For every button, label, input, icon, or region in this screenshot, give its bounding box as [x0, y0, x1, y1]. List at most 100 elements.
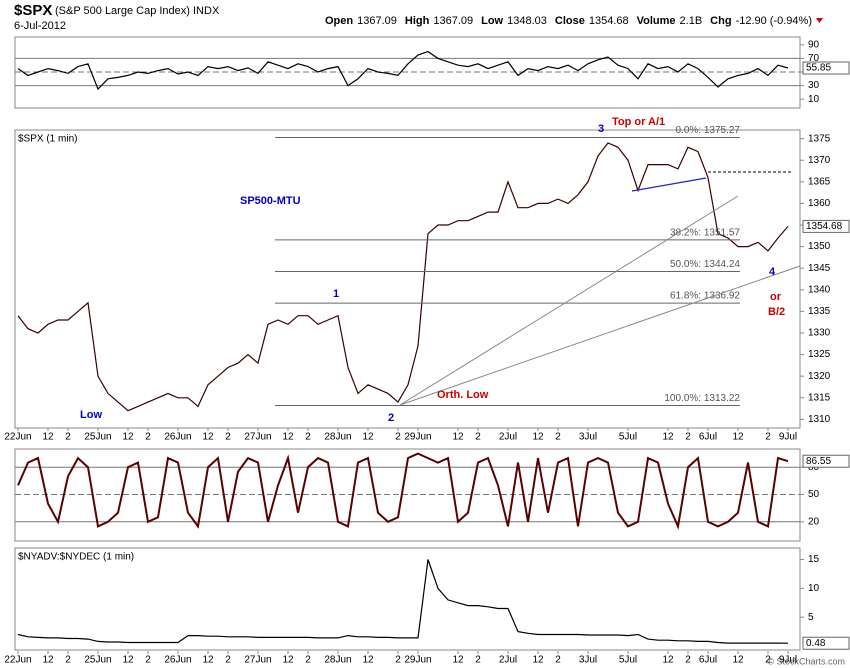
- y-tick-label: 90: [808, 39, 820, 50]
- x-tick-label: 9Jul: [779, 655, 797, 666]
- quote-label: Volume: [637, 15, 676, 27]
- y-tick-label: 20: [808, 516, 820, 527]
- x-tick-label: 12: [122, 432, 134, 443]
- quote-label: Open: [325, 15, 353, 27]
- x-tick-label: 2: [145, 432, 151, 443]
- x-tick-label: 3Jul: [579, 655, 597, 666]
- fan-line: [399, 195, 739, 406]
- x-tick-label: 12: [452, 432, 464, 443]
- last-value-label: 55.85: [806, 63, 831, 74]
- x-tick-label: 2: [685, 432, 691, 443]
- quote-value: 1348.03: [507, 15, 547, 27]
- y-tick-label: 15: [808, 554, 820, 565]
- x-tick-label: 27Jun: [244, 655, 271, 666]
- x-tick-label: 12: [42, 655, 54, 666]
- panel-frame: [14, 547, 801, 651]
- x-tick-label: 12: [732, 432, 744, 443]
- x-tick-label: 29Jun: [404, 432, 431, 443]
- y-tick-label: 1375: [808, 133, 831, 144]
- x-tick-label: 2Jul: [499, 655, 517, 666]
- fib-label: 38.2%: 1351.57: [670, 227, 740, 238]
- last-value-box: [802, 219, 850, 233]
- panel-frame: [14, 129, 801, 429]
- fib-label: 0.0%: 1375.27: [676, 125, 741, 136]
- fib-label: 100.0%: 1313.22: [664, 393, 740, 404]
- y-tick-label: 30: [808, 80, 820, 91]
- panel-title: $SPX (1 min): [18, 134, 77, 145]
- x-tick-label: 12: [202, 655, 214, 666]
- x-tick-label: 12: [532, 655, 544, 666]
- quote-value: 1367.09: [357, 15, 397, 27]
- x-tick-label: 29Jun: [404, 655, 431, 666]
- x-tick-label: 12: [202, 432, 214, 443]
- x-tick-label: 12: [282, 655, 294, 666]
- trend-line: [631, 177, 707, 192]
- x-tick-label: 2: [555, 432, 561, 443]
- x-tick-label: 12: [662, 655, 674, 666]
- x-tick-label: 2: [475, 432, 481, 443]
- x-tick-label: 5Jul: [619, 432, 637, 443]
- x-tick-label: 2: [225, 655, 231, 666]
- y-tick-label: 5: [808, 612, 814, 623]
- x-tick-label: 2: [65, 655, 71, 666]
- x-tick-label: 25Jun: [84, 432, 111, 443]
- x-tick-label: 12: [122, 655, 134, 666]
- annotation: Low: [80, 409, 102, 421]
- quote-value: 1354.68: [589, 15, 629, 27]
- quote-value: -12.90 (-0.94%): [736, 15, 812, 27]
- series-line: [17, 50, 789, 91]
- annotation: 4: [769, 266, 776, 278]
- y-tick-label: 10: [808, 583, 820, 594]
- last-value-box: [802, 61, 850, 75]
- x-tick-label: 12: [452, 655, 464, 666]
- x-tick-label: 2Jul: [499, 432, 517, 443]
- x-tick-label: 28Jun: [324, 655, 351, 666]
- watermark: © StockCharts.com: [767, 656, 845, 666]
- y-tick-label: 50: [808, 489, 820, 500]
- y-tick-label: 1310: [808, 414, 831, 425]
- x-tick-label: 2: [475, 655, 481, 666]
- y-tick-label: 1325: [808, 349, 831, 360]
- x-tick-label: 2: [685, 655, 691, 666]
- quote-label: Chg: [710, 15, 731, 27]
- last-value-label: 1354.68: [806, 221, 843, 232]
- annotation: 3: [598, 123, 604, 135]
- x-tick-label: 26Jun: [164, 432, 191, 443]
- fib-label: 61.8%: 1336.92: [670, 291, 740, 302]
- y-tick-label: 1365: [808, 176, 831, 187]
- fib-label: 50.0%: 1344.24: [670, 259, 740, 270]
- quote-value: 2.1B: [680, 15, 703, 27]
- x-tick-label: 12: [362, 432, 374, 443]
- quote-label: Close: [555, 15, 585, 27]
- x-tick-label: 22Jun: [4, 655, 31, 666]
- fan-line: [399, 265, 801, 406]
- y-tick-label: 1330: [808, 328, 831, 339]
- index-name: (S&P 500 Large Cap Index) INDX: [55, 5, 220, 17]
- x-tick-label: 2: [555, 655, 561, 666]
- y-tick-label: 1370: [808, 155, 831, 166]
- x-tick-label: 12: [532, 432, 544, 443]
- last-value-box: [802, 454, 850, 468]
- x-tick-label: 27Jun: [244, 432, 271, 443]
- annotation: 2: [388, 412, 394, 424]
- x-tick-label: 28Jun: [324, 432, 351, 443]
- annotation: SP500-MTU: [240, 195, 301, 207]
- down-arrow: [816, 18, 823, 23]
- last-value-label: 86.55: [806, 456, 831, 467]
- date: 6-Jul-2012: [14, 20, 66, 32]
- y-tick-label: 10: [808, 94, 820, 105]
- x-tick-label: 2: [65, 432, 71, 443]
- y-tick-label: 1340: [808, 284, 831, 295]
- series-line: [17, 559, 789, 644]
- x-tick-label: 5Jul: [619, 655, 637, 666]
- y-tick-label: 70: [808, 53, 820, 64]
- x-tick-label: 2: [765, 655, 771, 666]
- y-tick-label: 1335: [808, 306, 831, 317]
- annotation: Top or A/1: [612, 116, 665, 128]
- x-tick-label: 2: [395, 432, 401, 443]
- annotation: or: [770, 291, 782, 303]
- y-tick-label: 1350: [808, 241, 831, 252]
- x-tick-label: 12: [362, 655, 374, 666]
- x-tick-label: 2: [145, 655, 151, 666]
